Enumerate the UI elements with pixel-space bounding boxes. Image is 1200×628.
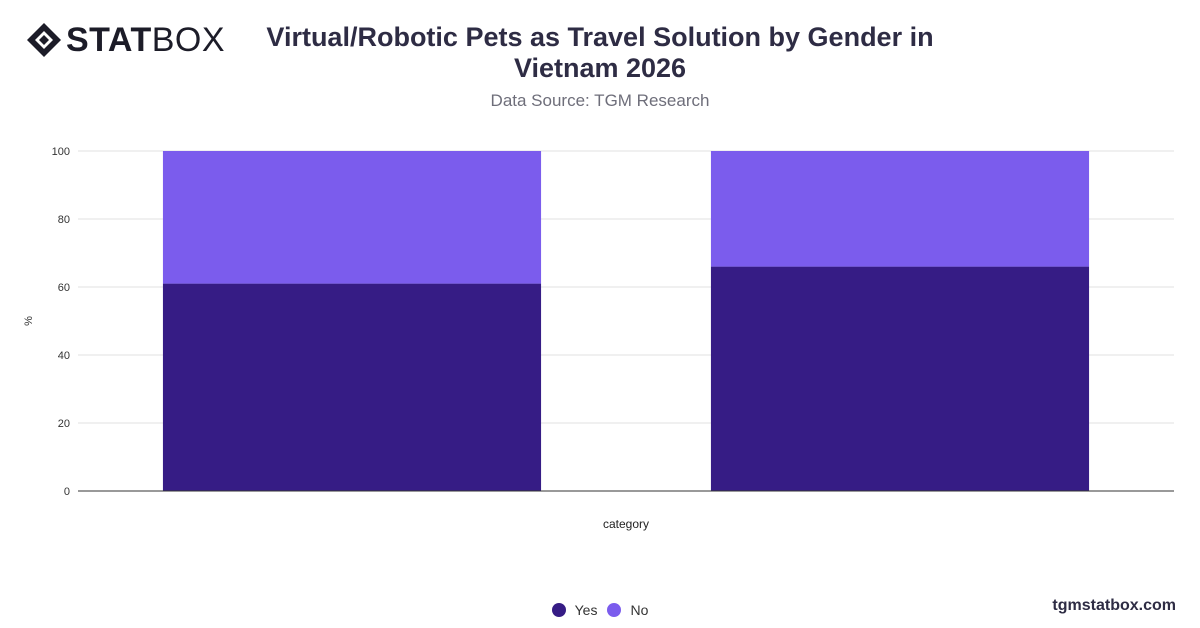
bar-no-1 (162, 151, 542, 284)
y-tick-label: 0 (64, 486, 70, 498)
stacked-bar-chart: 0 20 40 60 80 100 category% (23, 146, 1174, 531)
diamond-logo-icon (27, 23, 61, 57)
legend-swatch-yes (551, 603, 566, 617)
legend-item-yes[interactable]: Yes (551, 602, 598, 618)
logo-wordmark: STATBOX (66, 21, 226, 59)
y-tick-label: 40 (58, 350, 70, 362)
y-tick-label: 100 (52, 146, 70, 158)
y-tick-label: 60 (58, 282, 70, 294)
legend-label-yes: Yes (574, 602, 598, 618)
chart-subtitle: Data Source: TGM Research (490, 91, 710, 110)
y-tick-label: 80 (58, 214, 70, 226)
legend-label-no: No (630, 602, 649, 618)
bar-no-2 (710, 151, 1090, 267)
bar-yes-2 (710, 266, 1090, 491)
legend-item-no[interactable]: No (607, 602, 648, 618)
bar-yes-1 (162, 283, 542, 491)
chart-title: Virtual/Robotic Pets as Travel Solution … (266, 22, 934, 83)
footer-site-link[interactable]: tgmstatbox.com (1052, 597, 1176, 614)
chart-legend: Yes No (0, 602, 1200, 618)
legend-swatch-no (607, 603, 622, 617)
y-tick-label: 20 (58, 418, 70, 430)
y-axis-label: % (23, 316, 35, 326)
x-axis-label: category (603, 517, 649, 531)
statbox-logo: STATBOX (26, 22, 225, 58)
